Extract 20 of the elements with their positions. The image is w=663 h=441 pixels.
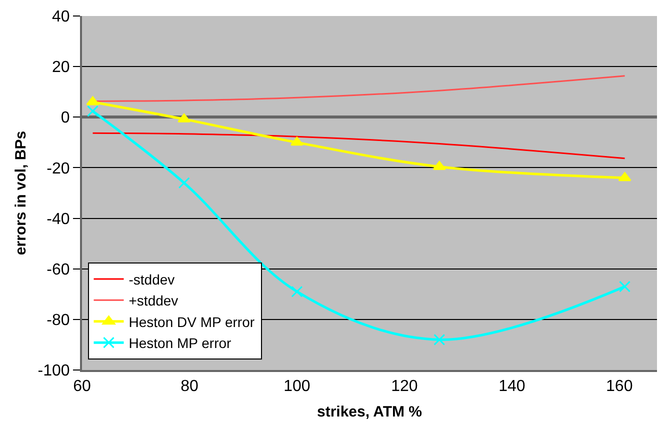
y-tick-label: -40	[46, 210, 70, 228]
x-tick-label: 100	[284, 378, 310, 396]
legend-label: +stddev	[128, 292, 178, 309]
y-tick-label: 0	[60, 110, 70, 127]
x-axis-title: strikes, ATM %	[316, 404, 422, 421]
y-tick-label: -60	[46, 261, 70, 278]
y-tick-label: -20	[46, 160, 70, 178]
y-tick-label: 20	[52, 59, 70, 76]
legend-label: Heston MP error	[128, 335, 232, 352]
x-tick-label: 80	[180, 378, 198, 396]
y-tick-label: -80	[46, 312, 70, 330]
y-axis-title: errors in vol, BPs	[12, 130, 30, 256]
y-tick-label: -100	[38, 362, 70, 380]
x-tick-label: 120	[391, 378, 418, 396]
legend-label: -stddev	[128, 271, 175, 288]
x-tick-label: 140	[498, 378, 526, 396]
legend-label: Heston DV MP error	[128, 314, 255, 330]
y-tick-label: 40	[52, 8, 70, 26]
x-tick-label: 60	[73, 378, 91, 396]
x-tick-label: 160	[606, 378, 633, 396]
